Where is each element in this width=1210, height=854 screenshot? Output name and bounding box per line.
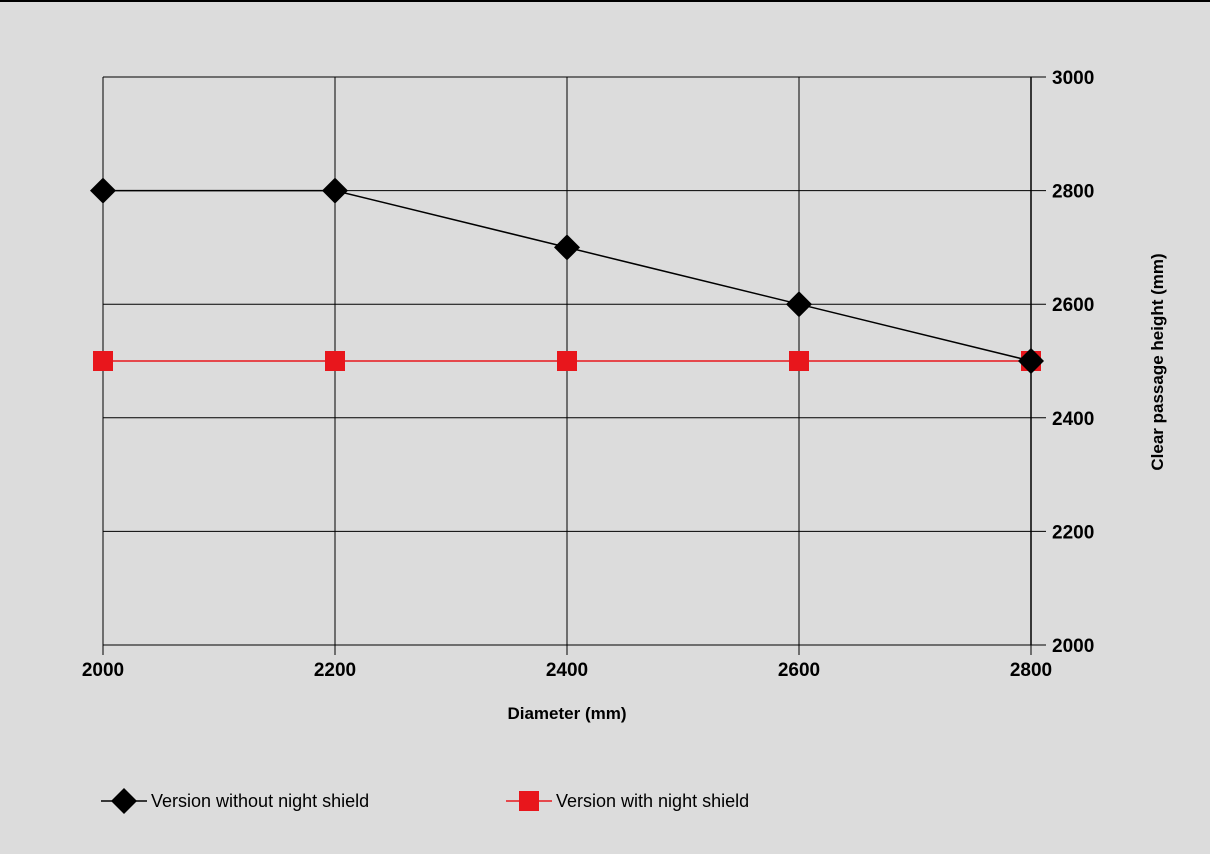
- grid: [102, 76, 1046, 655]
- x-axis-title: Diameter (mm): [507, 704, 626, 723]
- legend: Version without night shield Version with…: [101, 788, 749, 814]
- x-tick-label: 2600: [778, 660, 820, 681]
- x-tick-label: 2800: [1010, 660, 1052, 681]
- y-tick-label: 2600: [1052, 295, 1094, 316]
- y-axis-title: Clear passage height (mm): [1148, 253, 1167, 470]
- y-tick-label: 3000: [1052, 68, 1094, 89]
- legend-item: Version without night shield: [101, 788, 369, 814]
- diamond-marker: [90, 177, 116, 204]
- x-tick-label: 2200: [314, 660, 356, 681]
- series-without-night-shield: [90, 177, 1044, 374]
- top-border: [0, 0, 1210, 2]
- y-tick-label: 2200: [1052, 522, 1094, 543]
- square-marker: [789, 351, 809, 371]
- diamond-marker: [786, 291, 812, 318]
- x-tick-label: 2000: [82, 660, 124, 681]
- legend-label: Version with night shield: [556, 791, 749, 811]
- diamond-marker: [1018, 348, 1044, 374]
- legend-label: Version without night shield: [151, 791, 369, 811]
- legend-square-marker: [519, 791, 539, 811]
- x-tick-label: 2400: [546, 660, 588, 681]
- square-marker: [93, 351, 113, 371]
- square-marker: [325, 351, 345, 371]
- y-tick-label: 2800: [1052, 182, 1094, 203]
- series-with-night-shield: [93, 351, 1041, 371]
- diamond-marker: [554, 234, 580, 261]
- y-tick-label: 2400: [1052, 409, 1094, 430]
- diamond-marker: [322, 177, 348, 204]
- y-tick-labels: 3000 2800 2600 2400 2200 2000: [1052, 68, 1094, 657]
- legend-diamond-marker: [111, 788, 137, 814]
- y-tick-label: 2000: [1052, 636, 1094, 657]
- legend-item: Version with night shield: [506, 791, 749, 811]
- series-layer: [90, 177, 1044, 374]
- square-marker: [557, 351, 577, 371]
- x-tick-labels: 2000 2200 2400 2600 2800: [82, 660, 1052, 681]
